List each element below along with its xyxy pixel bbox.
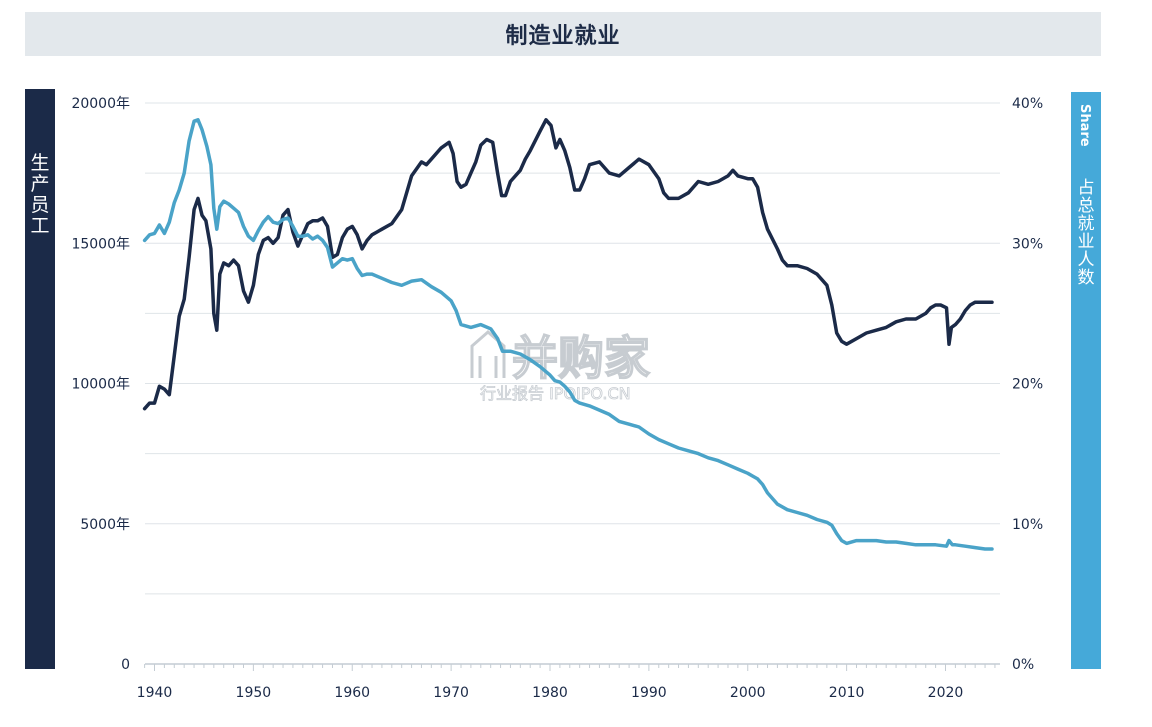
y-left-tick-label: 15000年 xyxy=(71,236,130,252)
watermark-logo-icon xyxy=(470,330,506,378)
series-layer xyxy=(142,118,994,551)
x-tick-label: 1940 xyxy=(137,685,173,701)
series-line-share xyxy=(142,118,994,551)
watermark-subtitle: 行业报告 IPOIPO.CN xyxy=(480,384,631,403)
y-left-tick-label: 0 xyxy=(121,657,130,673)
y-left-tick-label: 5000年 xyxy=(80,517,130,533)
watermark: 并购家 行业报告 IPOIPO.CN xyxy=(470,330,651,403)
x-tick-label: 1970 xyxy=(433,685,469,701)
x-tick-label: 2020 xyxy=(928,685,964,701)
x-tick-label: 1980 xyxy=(532,685,568,701)
right-axis-band: Share 占总就业人数 xyxy=(1071,92,1101,669)
y-left-tick-label: 10000年 xyxy=(71,377,130,393)
y-right-tick-label: 0% xyxy=(1012,657,1034,673)
watermark-brand: 并购家 xyxy=(512,331,650,385)
x-tick-label: 1950 xyxy=(236,685,272,701)
y-left-tick-label: 20000年 xyxy=(71,96,130,112)
chart-title: 制造业就业 xyxy=(505,24,621,49)
y-right-tick-label: 10% xyxy=(1012,517,1043,533)
gridlines xyxy=(145,102,1000,595)
left-axis-label: 生产员工 xyxy=(30,152,50,237)
right-axis-label: 占总就业人数 xyxy=(1077,178,1095,288)
left-axis-band: 生产员工 xyxy=(25,89,55,669)
x-tick-label: 1990 xyxy=(631,685,667,701)
x-tick-label: 2000 xyxy=(730,685,766,701)
y-right-tick-label: 20% xyxy=(1012,377,1043,393)
chart-title-bar: 制造业就业 xyxy=(25,12,1101,56)
y-right-tick-label: 40% xyxy=(1012,96,1043,112)
series-line-production-workers xyxy=(142,118,994,411)
x-tick-label: 1960 xyxy=(334,685,370,701)
x-tick-label: 2010 xyxy=(829,685,865,701)
axes: 0 5000年 10000年 15000年 20000年 0% 10% 20% 30% 40% 19… xyxy=(71,96,1043,701)
y-right-tick-label: 30% xyxy=(1012,236,1043,252)
right-axis-share-tag: Share xyxy=(1077,104,1092,147)
